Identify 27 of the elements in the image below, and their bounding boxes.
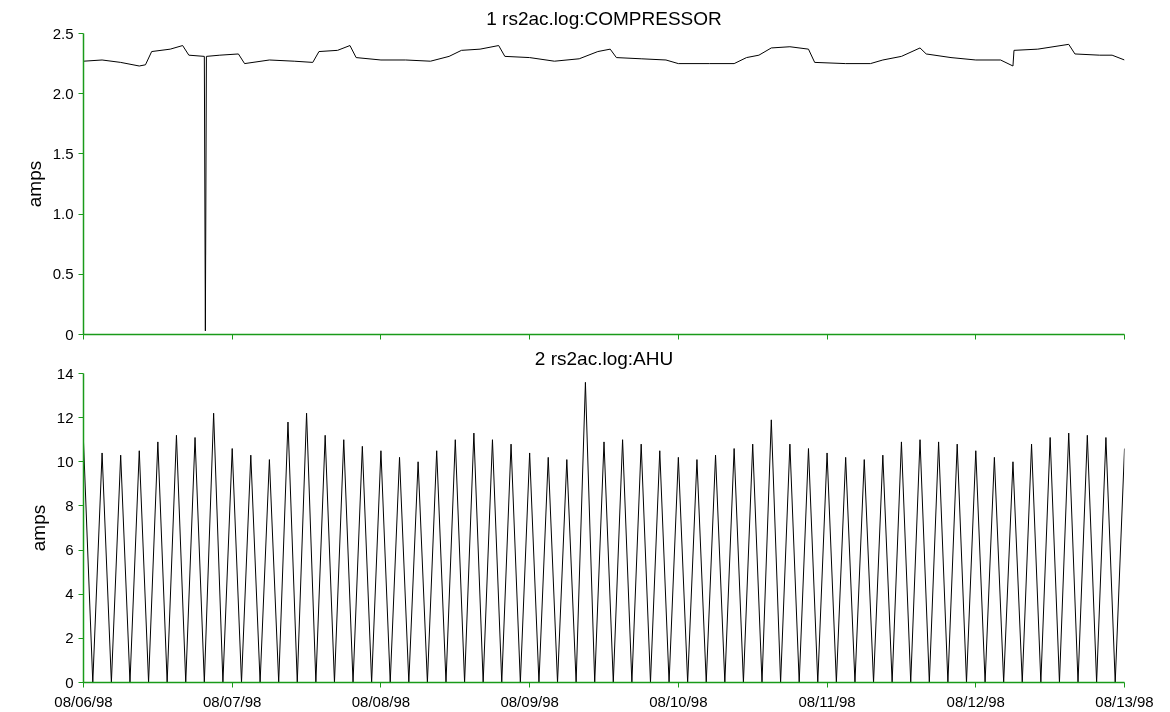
y-tick-label: 2.0	[52, 84, 74, 102]
y-axis-title: amps	[23, 160, 45, 208]
y-tick-label: 0.5	[52, 265, 74, 283]
x-tick-label: 08/10/98	[649, 692, 708, 710]
x-tick-label: 08/06/98	[54, 692, 113, 710]
y-tick-label: 1.5	[52, 144, 74, 162]
x-tick-label: 08/07/98	[203, 692, 262, 710]
y-tick-label: 2.5	[52, 24, 74, 42]
chart-title: 2 rs2ac.log:AHU	[534, 347, 674, 369]
y-tick-label: 0	[65, 325, 74, 343]
y-tick-label: 8	[65, 496, 74, 514]
y-tick-label: 14	[56, 364, 74, 382]
x-tick-label: 08/13/98	[1095, 692, 1154, 710]
y-tick-label: 4	[65, 585, 74, 603]
y-axis-title: amps	[27, 504, 49, 552]
y-tick-label: 10	[56, 452, 74, 470]
y-tick-label: 12	[56, 408, 74, 426]
x-tick-label: 08/08/98	[351, 692, 411, 710]
chart-title: 1 rs2ac.log:COMPRESSOR	[486, 7, 722, 29]
y-tick-label: 2	[65, 629, 74, 647]
y-tick-label: 0	[65, 673, 74, 691]
line-series	[83, 43, 1125, 332]
x-tick-label: 08/11/98	[798, 692, 856, 710]
y-tick-label: 1.0	[52, 205, 74, 223]
x-tick-label: 08/12/98	[946, 692, 1005, 710]
y-tick-label: 6	[65, 541, 74, 559]
x-tick-label: 08/09/98	[500, 692, 559, 710]
